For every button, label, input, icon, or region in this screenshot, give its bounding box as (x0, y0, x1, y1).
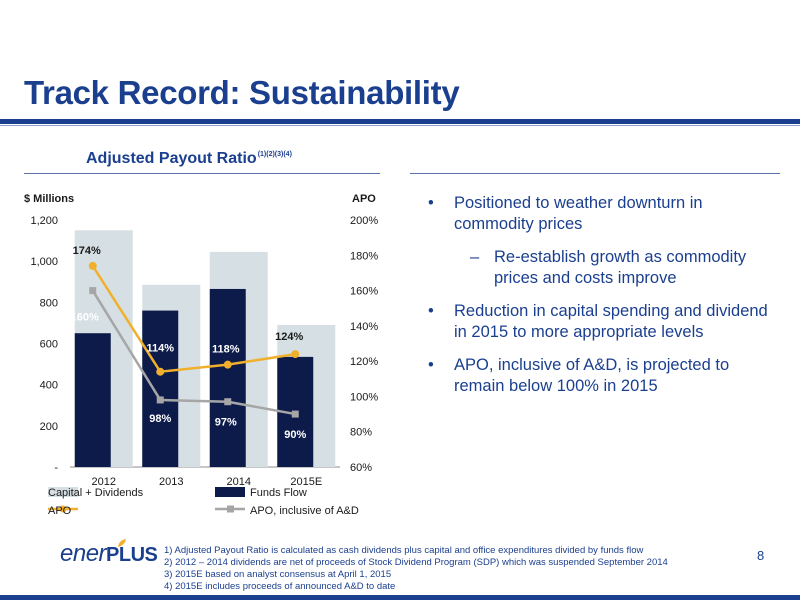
page-title: Track Record: Sustainability (24, 74, 460, 111)
bullet-item: • APO, inclusive of A&D, is projected to … (424, 355, 784, 397)
right-tick-label: 100% (350, 391, 378, 403)
dash-glyph: – (470, 248, 480, 266)
page-number: 8 (757, 548, 765, 563)
left-tick-label: 200 (40, 421, 58, 433)
bullets-top-rule (410, 173, 780, 174)
left-tick-label: 800 (40, 297, 58, 309)
footnotes: 1) Adjusted Payout Ratio is calculated a… (164, 545, 668, 593)
x-tick-label: 2013 (159, 476, 183, 488)
right-tick-label: 60% (350, 462, 372, 474)
apo-ad-point (156, 396, 164, 404)
apo-ad-point (224, 398, 232, 406)
bullet-list: • Positioned to weather downturn in commo… (424, 193, 784, 409)
chart-title: Adjusted Payout Ratio(1)(2)(3)(4) (86, 150, 292, 168)
bullet-text: Positioned to weather downturn in commod… (454, 194, 703, 233)
right-tick-label: 140% (350, 321, 378, 333)
apo-point (291, 350, 300, 359)
chart-title-rule (24, 173, 380, 174)
funds-flow-bar (142, 310, 179, 467)
right-tick-label: 120% (350, 356, 378, 368)
apo-line (91, 265, 296, 374)
bullet-text: APO, inclusive of A&D, is projected to r… (454, 356, 730, 395)
legend-marker-apo-ad (227, 505, 234, 513)
footnote: 2) 2012 – 2014 dividends are net of proc… (164, 557, 668, 568)
bottom-rule (0, 595, 800, 600)
right-axis-title: APO (352, 193, 376, 205)
apo-ad-point (89, 287, 97, 295)
payout-ratio-chart: $ Millions APO - 200 400 600 800 1,000 1,200 60% 8… (24, 193, 378, 517)
chart-title-text: Adjusted Payout Ratio (86, 150, 257, 167)
bullet-item: • Reduction in capital spending and divid… (424, 301, 784, 343)
bullet-item: • Positioned to weather downturn in commo… (424, 193, 784, 235)
bullet-text: Reduction in capital spending and divide… (454, 302, 768, 341)
title-rule-thin (0, 125, 800, 126)
sub-bullet-text: Re-establish growth as commodity prices … (494, 248, 747, 287)
apo-point (223, 360, 232, 369)
legend-marker-apo (59, 505, 67, 513)
apo-ad-point (291, 410, 299, 418)
left-tick-label: - (54, 462, 58, 474)
legend-label-capital-dividends: Capital + Dividends (48, 487, 144, 499)
right-tick-label: 80% (350, 427, 372, 439)
legend-label-funds-flow: Funds Flow (250, 487, 307, 499)
apo-data-label: 118% (212, 344, 240, 356)
x-tick-label: 2014 (227, 476, 251, 488)
apo-ad-line (91, 289, 296, 416)
enerplus-logo: enerPLUS (60, 540, 158, 568)
apo-ad-data-label: 98% (149, 413, 171, 425)
legend-swatch-funds-flow (215, 487, 245, 497)
logo-leaf-icon (118, 539, 126, 547)
footnote: 1) Adjusted Payout Ratio is calculated a… (164, 545, 644, 556)
apo-point (156, 367, 165, 376)
apo-data-label: 124% (275, 331, 303, 343)
legend-swatch-capital-dividends (48, 487, 78, 497)
chart-title-footnote-refs: (1)(2)(3)(4) (257, 151, 292, 158)
left-axis-title: $ Millions (24, 193, 74, 205)
apo-ad-data-label: 90% (284, 429, 306, 441)
legend-label-apo: APO (48, 505, 72, 517)
x-tick-label: 2012 (92, 476, 116, 488)
bullet-glyph: • (428, 356, 434, 374)
right-tick-label: 160% (350, 286, 378, 298)
apo-ad-data-label: 97% (215, 417, 237, 429)
apo-data-label: 114% (146, 343, 174, 355)
apo-point (88, 261, 97, 270)
footnote: 4) 2015E includes proceeds of announced … (164, 581, 396, 592)
bullet-glyph: • (428, 302, 434, 320)
apo-ad-data-label: 160% (71, 312, 99, 324)
logo-part2: PLUS (106, 544, 158, 566)
x-tick-label: 2015E (290, 476, 322, 488)
funds-flow-bar (74, 333, 111, 467)
title-rule (0, 119, 800, 124)
sub-bullet-item: – Re-establish growth as commodity prices… (424, 247, 784, 289)
right-tick-label: 180% (350, 250, 378, 262)
logo-part1: ener (60, 540, 107, 567)
left-tick-label: 600 (40, 339, 58, 351)
left-tick-label: 1,000 (30, 256, 58, 268)
legend-label-apo-ad: APO, inclusive of A&D (250, 505, 359, 517)
footnote: 3) 2015E based on analyst consensus at A… (164, 569, 392, 580)
funds-flow-bar (209, 288, 246, 467)
bullet-glyph: • (428, 194, 434, 212)
apo-data-label: 174% (73, 245, 101, 257)
left-tick-label: 1,200 (30, 215, 58, 227)
left-tick-label: 400 (40, 380, 58, 392)
right-tick-label: 200% (350, 215, 378, 227)
